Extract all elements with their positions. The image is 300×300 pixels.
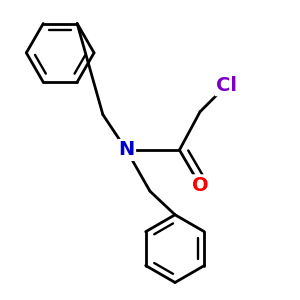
Text: Cl: Cl (216, 76, 237, 95)
Text: O: O (192, 176, 208, 195)
Text: N: N (118, 140, 135, 160)
